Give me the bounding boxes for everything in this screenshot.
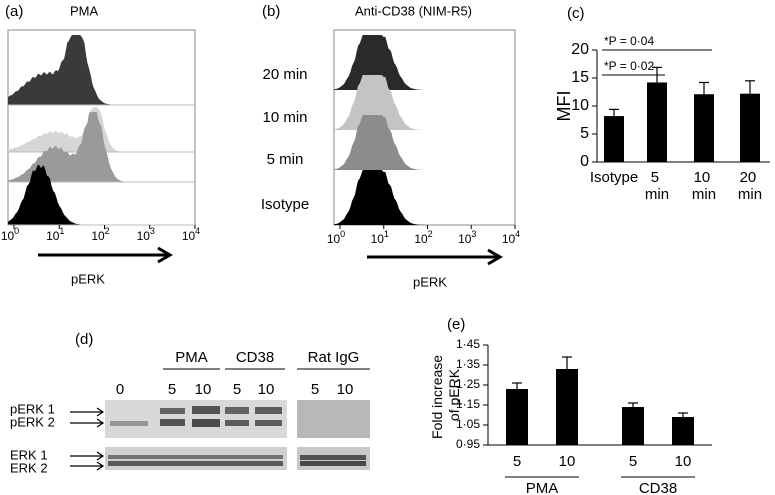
annotation: *P = 0·04 [604, 34, 654, 48]
lane-label: 5 [168, 381, 176, 398]
bar [694, 94, 714, 162]
row-label: 20 min [262, 66, 307, 83]
y-tick-label: 10 [571, 97, 589, 114]
group-label: CD38 [639, 480, 677, 495]
x-tick-label: 101 [46, 226, 64, 243]
panel-letter: (b) [262, 3, 280, 20]
x-axis-label: pERK [71, 271, 105, 286]
blot-bands [108, 406, 366, 466]
y-tick-label: 5 [580, 125, 589, 142]
panel-letter: (a) [5, 3, 23, 20]
x-tick-label: 20 min [738, 169, 762, 203]
x-tick-label: 10 [675, 453, 692, 470]
group-label: PMA [526, 480, 559, 495]
y-tick-label: 15 [571, 69, 589, 86]
histogram [8, 165, 195, 225]
group-label: CD38 [236, 349, 274, 366]
x-tick-label: 10 min [692, 169, 716, 203]
histogram [334, 115, 515, 170]
panel-letter: (e) [447, 316, 465, 333]
x-tick-label: 5 min [645, 169, 669, 203]
x-tick-label: 5 [513, 453, 521, 470]
x-tick-label: 103 [137, 226, 155, 243]
y-tick-label: 0·95 [456, 437, 480, 451]
bar [740, 93, 760, 162]
band-label: ERK 1 [10, 447, 48, 462]
lane-label: 5 [311, 381, 319, 398]
group-label: Rat IgG [308, 349, 360, 366]
arrow [367, 248, 503, 266]
x-tick-label: 102 [91, 226, 109, 243]
bar [647, 82, 667, 162]
annotation: *P = 0·02 [604, 59, 654, 73]
bar [672, 417, 694, 445]
band-label: pERK 2 [10, 414, 55, 429]
y-tick-label: 1·15 [456, 397, 480, 411]
x-tick-label: 10 [559, 453, 576, 470]
y-tick-label: 20 [571, 41, 589, 58]
row-label: 10 min [262, 109, 307, 126]
x-tick-label: 104 [502, 229, 520, 246]
panel-title: PMA [70, 3, 99, 18]
lane-label: 10 [195, 381, 212, 398]
x-tick-label: 100 [1, 226, 19, 243]
histogram [8, 35, 195, 105]
histogram [334, 170, 515, 225]
bar [556, 369, 578, 445]
x-tick-label: 100 [327, 229, 345, 246]
y-axis-label: MFI [554, 91, 574, 122]
lane-label: 0 [116, 381, 124, 398]
row-label: Isotype [261, 196, 309, 213]
y-axis-label: Fold increase of pERK [429, 351, 462, 439]
y-tick-label: 1·35 [456, 357, 480, 371]
lane-label: 5 [233, 381, 241, 398]
y-tick-label: 1·25 [456, 377, 480, 391]
x-tick-label: 103 [458, 229, 476, 246]
panel-title: Anti-CD38 (NIM-R5) [355, 3, 472, 18]
blot-arrows [70, 407, 105, 471]
x-tick-label: Isotype [590, 169, 638, 186]
row-label: 5 min [267, 151, 304, 168]
group-label: PMA [175, 349, 208, 366]
panel-letter: (d) [75, 331, 93, 348]
panel-letter: (c) [567, 5, 585, 22]
arrow [38, 246, 173, 264]
lane-label: 10 [337, 381, 354, 398]
y-tick-label: 0 [580, 153, 589, 170]
band-label: ERK 2 [10, 460, 48, 475]
x-tick-label: 102 [414, 229, 432, 246]
x-tick-label: 101 [371, 229, 389, 246]
y-tick-label: 1·05 [456, 417, 480, 431]
blot [297, 400, 370, 438]
bar [604, 116, 624, 162]
band-label: pERK 1 [10, 401, 55, 416]
histogram [8, 112, 195, 182]
bar [622, 407, 644, 445]
lane-label: 10 [258, 381, 275, 398]
x-tick-label: 104 [182, 226, 200, 243]
x-tick-label: 5 [629, 453, 637, 470]
y-tick-label: 1·45 [456, 337, 480, 351]
x-axis-label: pERK [413, 274, 447, 289]
bar [506, 389, 528, 445]
